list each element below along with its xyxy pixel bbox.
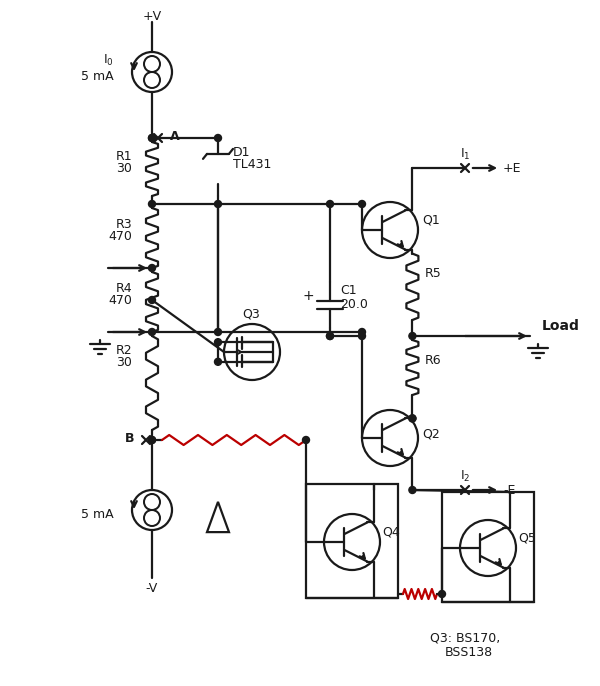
Circle shape bbox=[215, 134, 221, 141]
Text: 30: 30 bbox=[116, 355, 132, 368]
Text: Q2: Q2 bbox=[422, 427, 440, 440]
Text: B: B bbox=[125, 432, 134, 445]
Text: R2: R2 bbox=[115, 344, 132, 357]
Circle shape bbox=[326, 200, 334, 207]
Text: R4: R4 bbox=[115, 281, 132, 294]
Text: +V: +V bbox=[142, 10, 161, 23]
Circle shape bbox=[215, 200, 221, 207]
Circle shape bbox=[149, 436, 155, 444]
Circle shape bbox=[439, 591, 445, 598]
Circle shape bbox=[149, 329, 155, 335]
Circle shape bbox=[359, 200, 365, 207]
Bar bbox=[442, 492, 534, 602]
Text: +: + bbox=[302, 289, 314, 303]
Text: -E: -E bbox=[503, 484, 515, 497]
Circle shape bbox=[326, 333, 334, 340]
Text: A: A bbox=[170, 130, 179, 143]
Circle shape bbox=[215, 339, 221, 346]
Circle shape bbox=[409, 333, 416, 340]
Circle shape bbox=[215, 329, 221, 335]
Text: 470: 470 bbox=[108, 294, 132, 307]
Circle shape bbox=[215, 358, 221, 366]
Text: Q3: Q3 bbox=[242, 307, 260, 320]
Text: D1: D1 bbox=[233, 145, 251, 158]
Text: +E: +E bbox=[503, 161, 521, 174]
Text: I$_2$: I$_2$ bbox=[460, 469, 470, 484]
Text: 5 mA: 5 mA bbox=[82, 71, 114, 84]
Circle shape bbox=[326, 333, 334, 340]
Bar bbox=[306, 484, 398, 598]
Text: 20.0: 20.0 bbox=[340, 298, 368, 311]
Circle shape bbox=[302, 436, 310, 444]
Circle shape bbox=[149, 436, 155, 444]
Text: BSS138: BSS138 bbox=[445, 646, 493, 659]
Circle shape bbox=[359, 333, 365, 340]
Text: R3: R3 bbox=[115, 217, 132, 230]
Text: Load: Load bbox=[542, 319, 580, 333]
Text: R5: R5 bbox=[424, 267, 441, 280]
Circle shape bbox=[149, 134, 155, 141]
Text: 30: 30 bbox=[116, 161, 132, 174]
Text: TL431: TL431 bbox=[233, 158, 271, 171]
Circle shape bbox=[149, 134, 155, 141]
Text: Q1: Q1 bbox=[422, 213, 440, 226]
Text: 5 mA: 5 mA bbox=[82, 508, 114, 521]
Text: Q5: Q5 bbox=[518, 532, 536, 545]
Text: R6: R6 bbox=[424, 353, 441, 366]
Circle shape bbox=[409, 415, 416, 422]
Text: Q3: BS170,: Q3: BS170, bbox=[430, 632, 500, 645]
Text: -V: -V bbox=[146, 582, 158, 595]
Text: R1: R1 bbox=[115, 150, 132, 163]
Text: I$_1$: I$_1$ bbox=[460, 146, 470, 161]
Text: Q4: Q4 bbox=[382, 525, 400, 539]
Text: 470: 470 bbox=[108, 230, 132, 242]
Circle shape bbox=[149, 296, 155, 303]
Circle shape bbox=[149, 265, 155, 272]
Text: C1: C1 bbox=[340, 283, 356, 296]
Circle shape bbox=[359, 329, 365, 335]
Circle shape bbox=[149, 200, 155, 207]
Circle shape bbox=[409, 486, 416, 493]
Circle shape bbox=[409, 415, 416, 422]
Text: I$_0$: I$_0$ bbox=[103, 52, 114, 67]
